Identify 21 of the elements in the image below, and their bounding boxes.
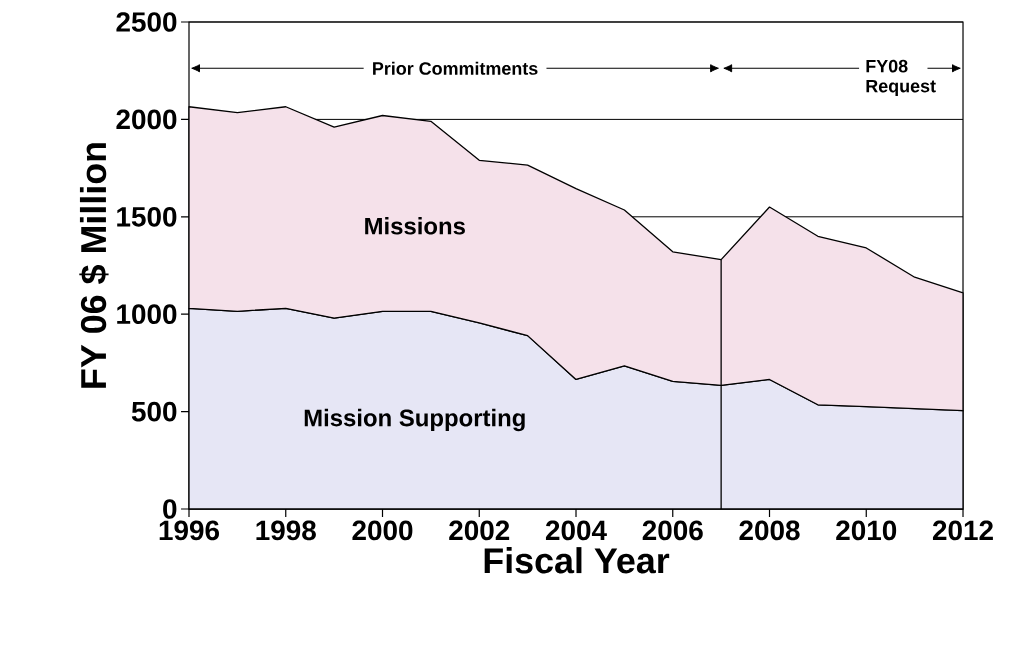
series-label: Mission Supporting — [304, 408, 525, 432]
x-tick-label: 2002 — [449, 520, 510, 541]
y-tick-label: 1500 — [117, 206, 177, 227]
x-tick-label: 2000 — [352, 520, 413, 541]
y-tick-label: 1000 — [117, 304, 177, 325]
y-tick-label: 0 — [163, 499, 177, 519]
x-tick-label: 2010 — [836, 520, 897, 541]
x-tick-label: 2012 — [932, 520, 993, 541]
x-tick-label: 2004 — [545, 520, 607, 541]
y-tick-label: 500 — [131, 401, 177, 422]
x-tick-label: 2008 — [739, 520, 800, 541]
series-label: Missions — [365, 217, 465, 235]
y-tick-label: 2500 — [116, 12, 177, 32]
annotation: FY08 Request — [866, 59, 936, 96]
annotation: Prior Commitments — [373, 61, 538, 75]
x-tick-label: 1998 — [256, 520, 316, 541]
x-axis-title: Fiscal Year — [484, 547, 670, 574]
y-tick-label: 2000 — [116, 109, 177, 130]
x-tick-label: 1996 — [159, 520, 219, 541]
y-axis-title: FY 06 $ Million — [79, 143, 109, 388]
x-tick-label: 2006 — [642, 520, 703, 541]
